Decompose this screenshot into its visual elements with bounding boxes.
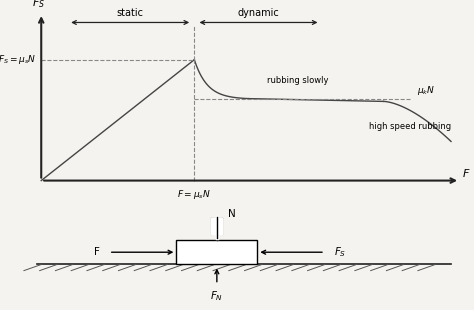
Text: $F_N$: $F_N$: [210, 289, 223, 303]
Text: $F_S$: $F_S$: [32, 0, 46, 10]
Text: rubbing slowly: rubbing slowly: [267, 76, 328, 85]
Text: dynamic: dynamic: [237, 8, 279, 18]
Text: $F_S$: $F_S$: [334, 245, 346, 259]
Text: high speed rubbing: high speed rubbing: [369, 122, 452, 131]
Text: $\mu_k N$: $\mu_k N$: [417, 84, 436, 97]
Text: $F$: $F$: [462, 167, 471, 179]
Bar: [176, 240, 257, 264]
Text: N: N: [228, 209, 236, 219]
Text: F: F: [94, 247, 100, 257]
Text: static: static: [117, 8, 144, 18]
Text: $F=\mu_s N$: $F=\mu_s N$: [177, 188, 211, 201]
Text: $F_S=\mu_s N$: $F_S=\mu_s N$: [0, 53, 36, 66]
